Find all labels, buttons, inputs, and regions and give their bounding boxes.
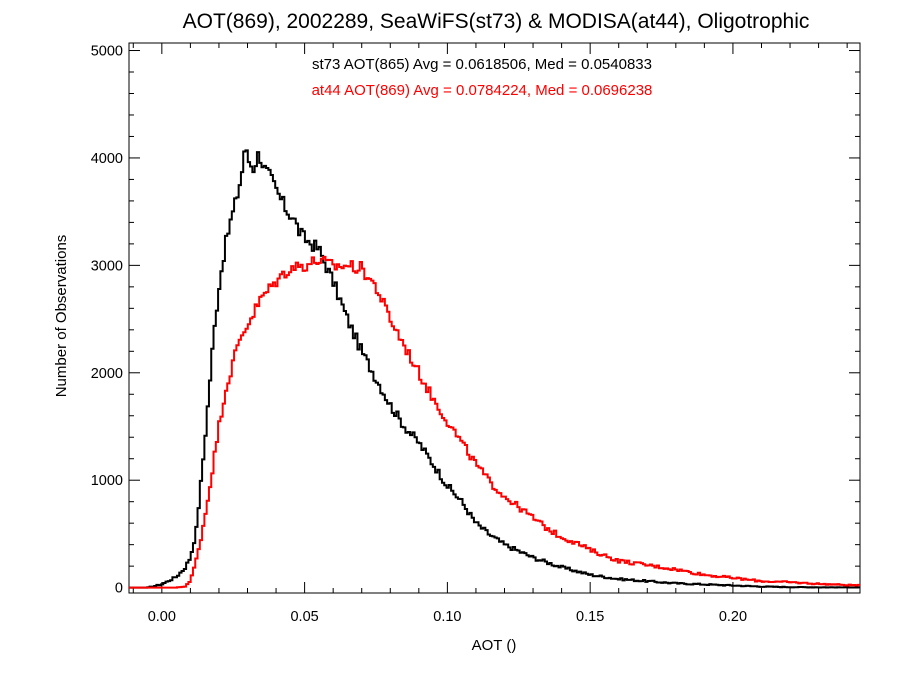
chart-title: AOT(869), 2002289, SeaWiFS(st73) & MODIS… — [183, 10, 810, 33]
x-axis-title: AOT () — [472, 637, 517, 654]
y-tick-label: 2000 — [91, 366, 123, 382]
x-tick-label: 0.00 — [148, 609, 176, 625]
y-tick-label: 1000 — [91, 473, 123, 489]
plot-frame — [128, 42, 861, 594]
y-tick-label: 4000 — [91, 151, 123, 167]
y-tick-label: 5000 — [91, 44, 123, 60]
series-line-at44 — [129, 255, 860, 589]
axis-ticks — [129, 43, 860, 593]
x-tick-label: 0.05 — [290, 609, 318, 625]
axis-tick-labels: 0.00 0.05 0.10 0.15 0.20 0 1000 2000 3000 4000 500… — [91, 44, 747, 625]
series-stat-label-at44: at44 AOT(869) Avg = 0.0784224, Med = 0.0… — [312, 82, 653, 99]
series-stat-label-st73: st73 AOT(865) Avg = 0.0618506, Med = 0.0… — [312, 56, 652, 73]
x-tick-label: 0.15 — [576, 609, 604, 625]
y-tick-label: 3000 — [91, 258, 123, 274]
series-layer — [129, 149, 860, 589]
x-tick-label: 0.20 — [719, 609, 747, 625]
y-tick-label: 0 — [115, 581, 123, 597]
series-line-st73 — [129, 149, 860, 589]
y-axis-title: Number of Observations — [53, 235, 70, 398]
x-tick-label: 0.10 — [433, 609, 461, 625]
